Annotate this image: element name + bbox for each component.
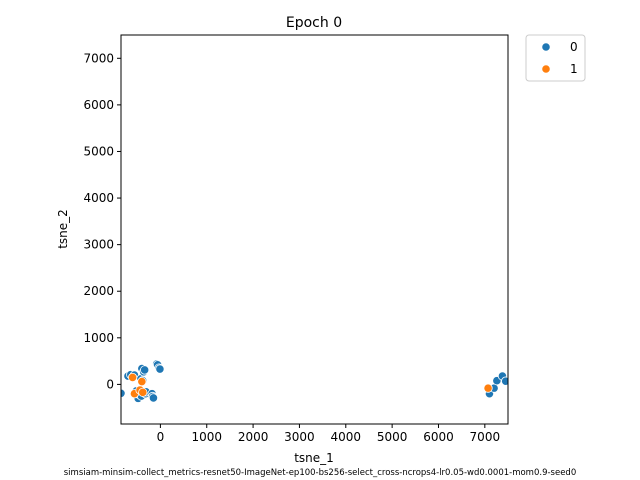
x-tick-label: 6000 [423, 430, 454, 444]
x-tick-label: 1000 [191, 430, 222, 444]
scatter-points [121, 359, 508, 403]
axes-frame [120, 34, 509, 425]
series-0-point [140, 365, 150, 375]
legend-label-0: 0 [570, 40, 578, 54]
series-1-point [127, 372, 138, 383]
legend-box [525, 34, 586, 82]
legend-marker-1 [541, 64, 551, 74]
y-tick-label: 2000 [83, 284, 114, 298]
series-0-point [501, 376, 508, 386]
y-tick-label: 1000 [83, 331, 114, 345]
y-axis: 0 1000 2000 3000 4000 5000 6000 7000 [83, 51, 121, 391]
y-axis-label: tsne_2 [56, 209, 70, 249]
x-tick-label: 7000 [470, 430, 501, 444]
x-tick-label: 3000 [284, 430, 315, 444]
run-footnote: simsiam-minsim-collect_metrics-resnet50-… [64, 468, 577, 478]
legend: 01 [525, 34, 586, 82]
series-1-point [483, 383, 493, 393]
y-tick-label: 6000 [83, 98, 114, 112]
series-1-point [137, 377, 147, 387]
y-tick-label: 3000 [83, 238, 114, 252]
y-tick-label: 5000 [83, 144, 114, 158]
legend-label-1: 1 [570, 62, 578, 76]
series-0-point [155, 364, 165, 374]
x-tick-label: 0 [157, 430, 165, 444]
y-tick-label: 4000 [83, 191, 114, 205]
series-0-point [148, 393, 159, 403]
x-axis-label: tsne_1 [294, 451, 334, 465]
legend-marker-0 [541, 42, 551, 52]
y-tick-label: 0 [106, 377, 114, 391]
x-tick-label: 2000 [238, 430, 269, 444]
chart-title: Epoch 0 [286, 15, 342, 31]
x-tick-label: 5000 [377, 430, 408, 444]
x-tick-label: 4000 [331, 430, 362, 444]
y-tick-label: 7000 [83, 51, 114, 65]
series-1-point [138, 387, 148, 397]
x-axis: 0 1000 2000 3000 4000 5000 6000 7000 [157, 424, 501, 444]
